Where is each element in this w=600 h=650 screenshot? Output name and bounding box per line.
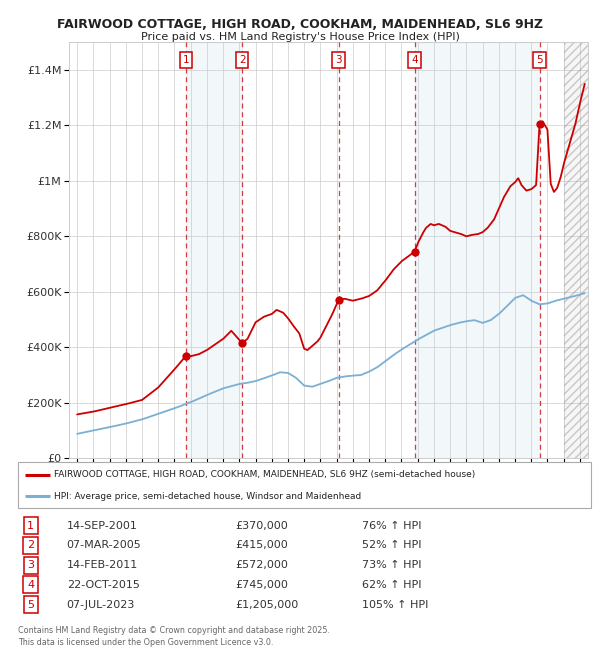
Text: Contains HM Land Registry data © Crown copyright and database right 2025.
This d: Contains HM Land Registry data © Crown c… bbox=[18, 626, 330, 647]
Text: 73% ↑ HPI: 73% ↑ HPI bbox=[362, 560, 421, 570]
Text: FAIRWOOD COTTAGE, HIGH ROAD, COOKHAM, MAIDENHEAD, SL6 9HZ (semi-detached house): FAIRWOOD COTTAGE, HIGH ROAD, COOKHAM, MA… bbox=[53, 470, 475, 479]
Text: 4: 4 bbox=[27, 580, 34, 590]
Bar bbox=[415, 42, 539, 458]
Text: 22-OCT-2015: 22-OCT-2015 bbox=[67, 580, 140, 590]
FancyBboxPatch shape bbox=[18, 462, 591, 508]
Text: £1,205,000: £1,205,000 bbox=[236, 600, 299, 610]
Text: Price paid vs. HM Land Registry's House Price Index (HPI): Price paid vs. HM Land Registry's House … bbox=[140, 32, 460, 42]
Text: 14-FEB-2011: 14-FEB-2011 bbox=[67, 560, 138, 570]
Text: 76% ↑ HPI: 76% ↑ HPI bbox=[362, 521, 421, 530]
Text: 3: 3 bbox=[27, 560, 34, 570]
Text: 3: 3 bbox=[335, 55, 342, 65]
Text: 4: 4 bbox=[412, 55, 418, 65]
Text: 62% ↑ HPI: 62% ↑ HPI bbox=[362, 580, 421, 590]
Text: 2: 2 bbox=[27, 540, 34, 551]
Text: 07-MAR-2005: 07-MAR-2005 bbox=[67, 540, 142, 551]
Text: 1: 1 bbox=[182, 55, 189, 65]
Text: £415,000: £415,000 bbox=[236, 540, 289, 551]
Text: 52% ↑ HPI: 52% ↑ HPI bbox=[362, 540, 421, 551]
Text: 5: 5 bbox=[27, 600, 34, 610]
Text: £745,000: £745,000 bbox=[236, 580, 289, 590]
Text: 14-SEP-2001: 14-SEP-2001 bbox=[67, 521, 137, 530]
Text: 5: 5 bbox=[536, 55, 543, 65]
Text: 2: 2 bbox=[239, 55, 245, 65]
Text: 1: 1 bbox=[27, 521, 34, 530]
Text: HPI: Average price, semi-detached house, Windsor and Maidenhead: HPI: Average price, semi-detached house,… bbox=[53, 491, 361, 500]
Text: FAIRWOOD COTTAGE, HIGH ROAD, COOKHAM, MAIDENHEAD, SL6 9HZ: FAIRWOOD COTTAGE, HIGH ROAD, COOKHAM, MA… bbox=[57, 18, 543, 31]
Bar bbox=[186, 42, 242, 458]
Text: 07-JUL-2023: 07-JUL-2023 bbox=[67, 600, 135, 610]
Text: 105% ↑ HPI: 105% ↑ HPI bbox=[362, 600, 428, 610]
Bar bbox=[563, 42, 588, 458]
Bar bbox=[563, 42, 588, 458]
Text: £572,000: £572,000 bbox=[236, 560, 289, 570]
Text: £370,000: £370,000 bbox=[236, 521, 289, 530]
